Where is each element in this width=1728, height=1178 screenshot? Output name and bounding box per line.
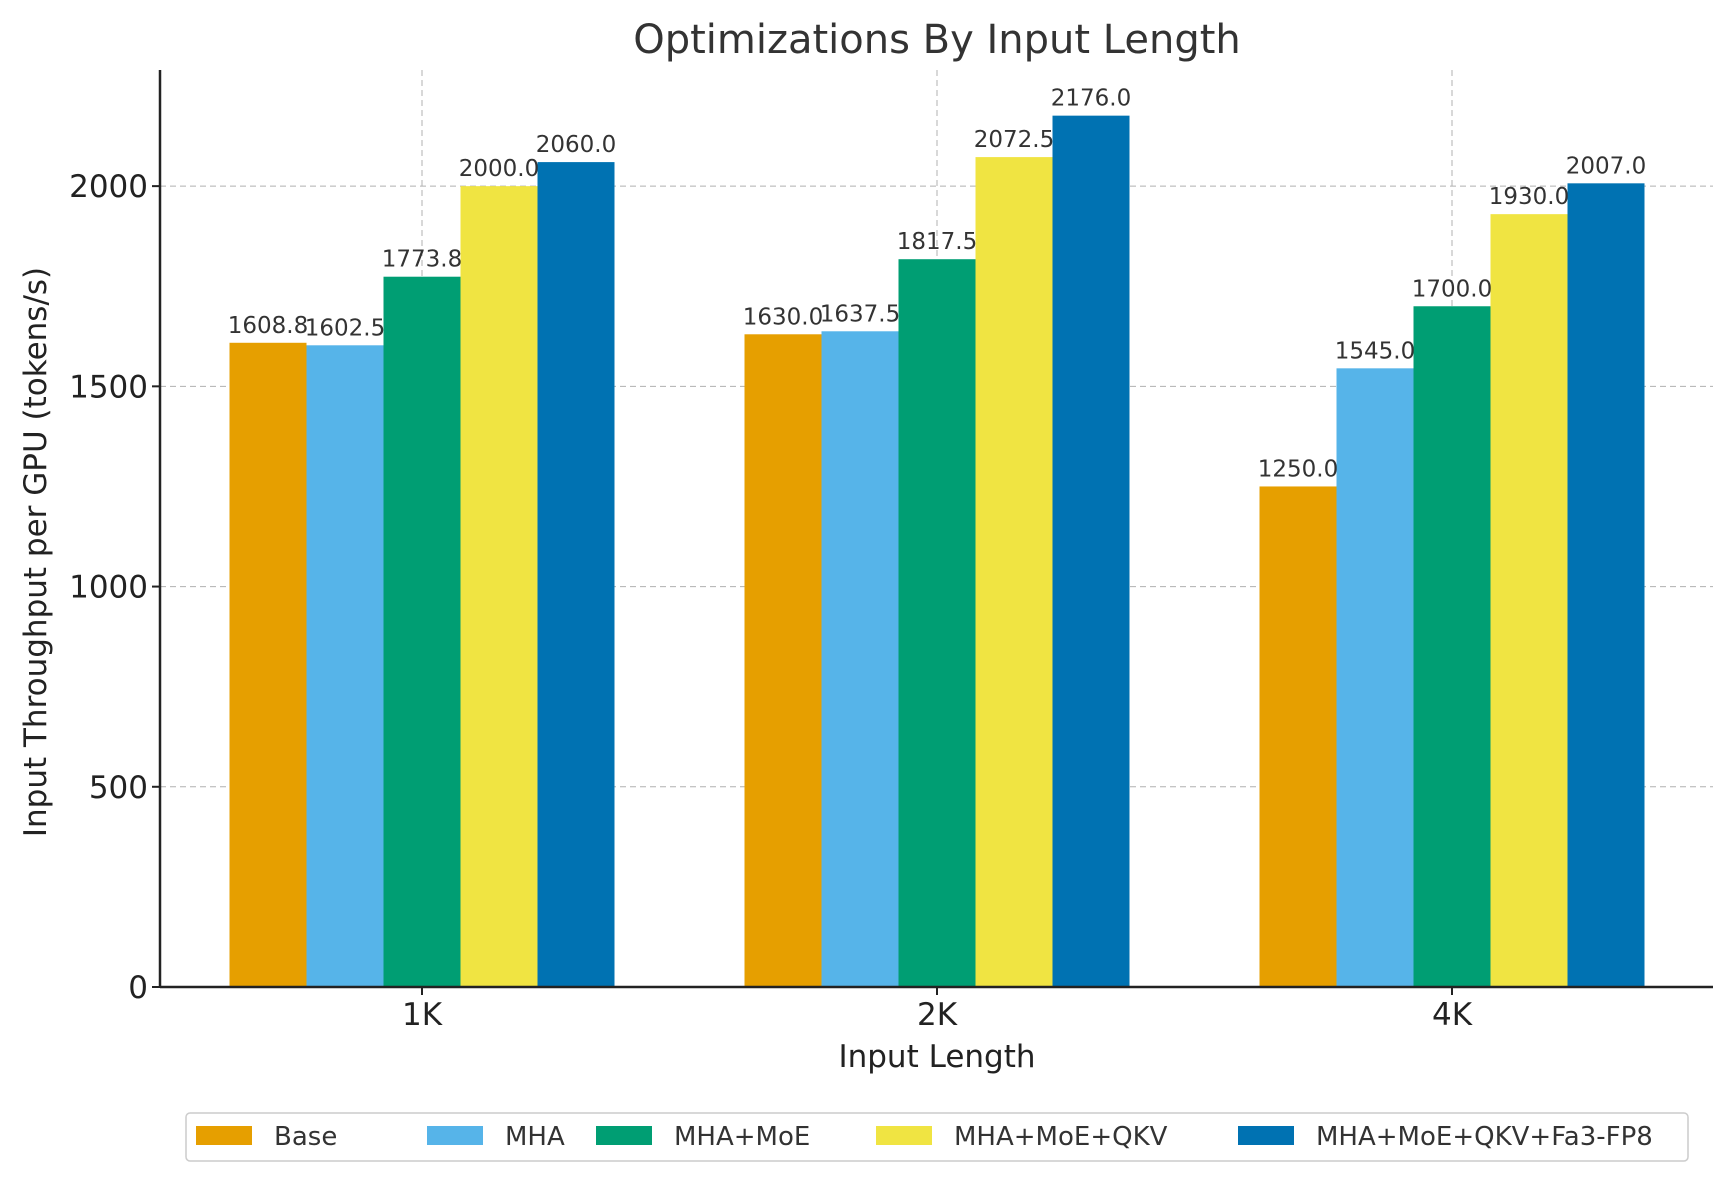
bar-value-label: 1637.5	[820, 301, 900, 327]
y-tick-label: 1000	[69, 570, 148, 606]
x-tick-label: 1K	[402, 997, 443, 1033]
bar	[537, 162, 615, 987]
bar	[229, 342, 307, 987]
data-labels: 1608.8 1630.0 1250.0 1602.5 1637.5 1545.0 1773…	[228, 86, 1646, 483]
bar-value-label: 1930.0	[1489, 184, 1569, 210]
x-tick-label: 4K	[1432, 997, 1473, 1033]
bar	[1336, 368, 1414, 987]
axes: 0 500 1000 1500 2000 1K 2K 4K	[69, 70, 1713, 1033]
y-tick-label: 1500	[69, 369, 148, 405]
legend-swatch	[427, 1126, 483, 1145]
bars	[229, 115, 1645, 988]
bar-value-label: 2060.0	[536, 132, 616, 158]
bar	[460, 186, 538, 987]
legend-swatch	[876, 1126, 932, 1145]
bar-value-label: 2000.0	[459, 156, 539, 182]
legend-box	[185, 1112, 1689, 1162]
x-axis-label: Input Length	[838, 1039, 1035, 1075]
legend-swatch	[1238, 1126, 1294, 1145]
bar	[1413, 306, 1491, 987]
bar-value-label: 1773.8	[382, 247, 462, 273]
y-tick-label: 0	[128, 970, 148, 1006]
bar-value-label: 1545.0	[1335, 338, 1415, 364]
bar	[1052, 115, 1130, 987]
legend-swatch	[196, 1126, 252, 1145]
chart-title: Optimizations By Input Length	[633, 17, 1241, 63]
y-tick-label: 2000	[69, 169, 148, 205]
bar	[383, 276, 461, 987]
legend: Base MHA MHA+MoE MHA+MoE+QKV MHA+MoE+QKV+Fa3…	[185, 1112, 1689, 1162]
bar-value-label: 1817.5	[897, 229, 977, 255]
legend-label: Base	[274, 1122, 337, 1152]
bar-value-label: 1630.0	[743, 304, 823, 330]
bar-value-label: 2072.5	[974, 127, 1054, 153]
bar	[306, 345, 384, 987]
bar	[1490, 214, 1568, 987]
bar-value-label: 2176.0	[1051, 86, 1131, 112]
y-axis-label: Input Throughput per GPU (tokens/s)	[18, 267, 54, 837]
legend-label: MHA+MoE+QKV	[954, 1122, 1168, 1152]
bar	[1259, 486, 1337, 987]
legend-label: MHA+MoE+QKV+Fa3-FP8	[1316, 1122, 1653, 1152]
legend-swatch	[596, 1126, 652, 1145]
y-tick-label: 500	[89, 770, 148, 806]
legend-label: MHA+MoE	[674, 1122, 810, 1152]
bar-value-label: 1602.5	[305, 315, 385, 341]
bar-value-label: 1250.0	[1258, 456, 1338, 482]
bar	[744, 334, 822, 987]
bar-value-label: 1700.0	[1412, 276, 1492, 302]
bar-value-label: 1608.8	[228, 313, 308, 339]
legend-label: MHA	[505, 1122, 565, 1152]
bar	[898, 259, 976, 988]
bar	[975, 157, 1053, 987]
x-tick-label: 2K	[917, 997, 958, 1033]
bar-value-label: 2007.0	[1566, 153, 1646, 179]
bar	[1567, 183, 1645, 987]
bar	[821, 331, 899, 988]
